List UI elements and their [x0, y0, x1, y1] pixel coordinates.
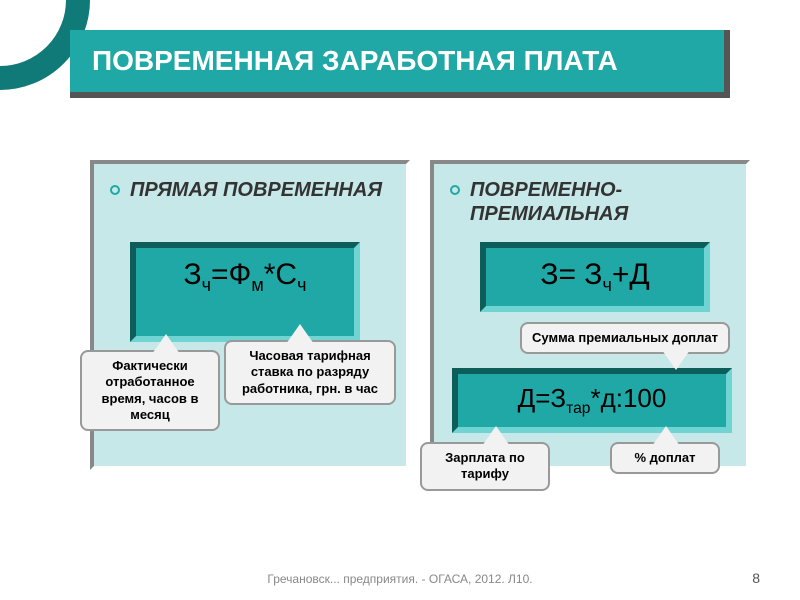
callout-text: % доплат [634, 450, 695, 465]
callout-bonus-sum: Сумма премиальных доплат [520, 322, 730, 354]
panel-title-left: ПРЯМАЯ ПОВРЕМЕННАЯ [130, 178, 382, 202]
callout-text: Сумма премиальных доплат [532, 330, 718, 345]
formula-text: З= Зч+Д [540, 258, 649, 291]
callout-text: Фактически отработанное время, часов в м… [102, 358, 199, 422]
footer-attribution: Гречановск... предприятия. - ОГАСА, 2012… [0, 572, 800, 586]
slide-title-box: ПОВРЕМЕННАЯ ЗАРАБОТНАЯ ПЛАТА [70, 30, 730, 98]
panel-title-right: ПОВРЕМЕННО-ПРЕМИАЛЬНАЯ [470, 178, 730, 226]
bullet-icon [110, 185, 120, 195]
page-number: 8 [752, 570, 760, 586]
panel-header: ПРЯМАЯ ПОВРЕМЕННАЯ [110, 178, 390, 202]
formula-bonus-total: З= Зч+Д [480, 242, 710, 312]
callout-tariff-salary: Зарплата по тарифу [420, 442, 550, 491]
slide-title: ПОВРЕМЕННАЯ ЗАРАБОТНАЯ ПЛАТА [92, 44, 702, 78]
bullet-icon [450, 185, 460, 195]
formula-text: Д=Зтар*д:100 [518, 383, 667, 413]
formula-direct: Зч=Фм*Сч [130, 242, 360, 342]
formula-bonus-d: Д=Зтар*д:100 [452, 368, 732, 433]
callout-hourly-rate: Часовая тарифная ставка по разряду работ… [224, 340, 396, 405]
callout-text: Зарплата по тарифу [445, 450, 525, 481]
formula-text: Зч=Фм*Сч [184, 258, 307, 291]
callout-text: Часовая тарифная ставка по разряду работ… [242, 348, 378, 396]
panel-header: ПОВРЕМЕННО-ПРЕМИАЛЬНАЯ [450, 178, 730, 226]
callout-bonus-percent: % доплат [610, 442, 720, 474]
callout-worked-time: Фактически отработанное время, часов в м… [80, 350, 220, 431]
